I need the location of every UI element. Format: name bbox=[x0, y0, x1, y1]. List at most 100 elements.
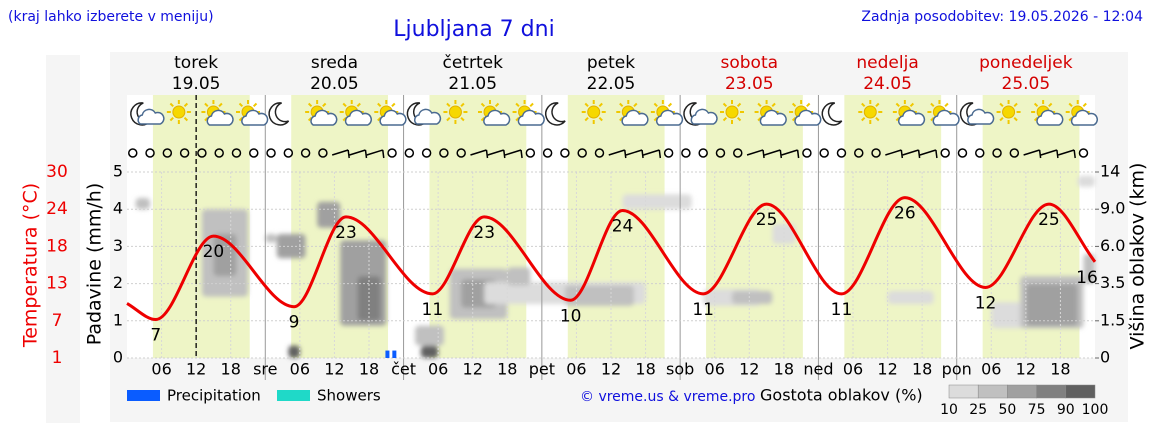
daylight-band bbox=[844, 95, 942, 358]
legend-label: Showers bbox=[317, 387, 381, 405]
cloud-cell bbox=[1025, 283, 1078, 326]
wind-calm bbox=[128, 148, 138, 158]
wind-barb bbox=[470, 149, 487, 156]
icon-ray bbox=[791, 102, 797, 108]
wind-barb bbox=[331, 149, 349, 156]
icon-ray bbox=[204, 102, 209, 108]
icon-ray bbox=[169, 102, 174, 108]
precip-bar bbox=[392, 350, 397, 358]
wind-calm bbox=[1009, 148, 1020, 158]
y-tick-label: 1 bbox=[113, 310, 123, 329]
wind-barb bbox=[347, 149, 350, 159]
temp-axis-title: Temperatura (°C) bbox=[20, 183, 42, 348]
wind-barb bbox=[917, 149, 921, 159]
wind-barb bbox=[382, 149, 385, 159]
icon-ray bbox=[667, 102, 673, 108]
cloud-cell bbox=[732, 291, 773, 305]
wind-barb bbox=[366, 149, 383, 156]
wind-calm bbox=[439, 148, 449, 158]
icon-ray bbox=[1082, 102, 1087, 108]
icon-sun bbox=[725, 105, 739, 119]
x-tick-label: 06 bbox=[981, 360, 1001, 379]
wind-barb bbox=[746, 149, 764, 156]
temp-tick-label: 13 bbox=[46, 274, 68, 294]
day-name: nedelja bbox=[856, 53, 918, 73]
wind-calm bbox=[318, 148, 328, 158]
icon-cloud bbox=[794, 109, 822, 126]
temp-tick-label: 18 bbox=[46, 236, 68, 256]
x-tick-label: 18 bbox=[359, 360, 379, 379]
wind-calm bbox=[197, 148, 207, 158]
wind-calm bbox=[283, 148, 294, 158]
icon-ray bbox=[757, 102, 762, 108]
icon-ray bbox=[584, 116, 589, 122]
icon-ray bbox=[1013, 116, 1018, 122]
cloud-legend-label: 100 bbox=[1082, 402, 1109, 418]
wind-calm bbox=[1078, 148, 1089, 158]
chart-title: Ljubljana 7 dni bbox=[393, 17, 554, 42]
wind-calm bbox=[456, 148, 466, 158]
icon-ray bbox=[252, 102, 258, 108]
icon-ray bbox=[722, 116, 728, 122]
x-tick-label: 12 bbox=[601, 360, 621, 379]
updated: Zadnja posodobitev: 19.05.2026 - 12:04 bbox=[861, 9, 1143, 25]
icon-ray bbox=[1013, 102, 1018, 108]
icon-ray bbox=[633, 102, 638, 108]
wind-barb bbox=[1073, 149, 1076, 159]
cloud-cell bbox=[357, 276, 381, 321]
day-date: 24.05 bbox=[863, 74, 912, 94]
legend-label: Precipitation bbox=[167, 387, 261, 405]
wind-barb bbox=[796, 149, 800, 159]
wind-barb bbox=[900, 149, 904, 159]
icon-ray bbox=[736, 116, 742, 122]
icon-ray bbox=[1068, 102, 1073, 108]
cloud-cell bbox=[288, 345, 300, 358]
y-tick-label: 3 bbox=[113, 236, 123, 255]
icon-sun bbox=[172, 105, 186, 119]
x-tick-label: 06 bbox=[566, 360, 586, 379]
icon-ray bbox=[460, 116, 465, 122]
wind-calm bbox=[594, 148, 605, 158]
temp-label: 11 bbox=[692, 300, 714, 320]
weather-icons bbox=[130, 100, 1098, 126]
cloud-cell bbox=[887, 291, 934, 305]
wind-calm bbox=[681, 148, 691, 158]
temp-label: 20 bbox=[203, 242, 225, 262]
temp-label: 11 bbox=[831, 300, 853, 320]
temperature-line bbox=[126, 196, 1097, 322]
icon-ray bbox=[494, 102, 500, 108]
wind-barb bbox=[1023, 149, 1040, 156]
temp-tick-label: 1 bbox=[52, 348, 63, 368]
x-tick-label: 12 bbox=[324, 360, 344, 379]
icon-ray bbox=[930, 102, 935, 108]
wind-barb bbox=[902, 149, 919, 156]
cloud-cell bbox=[564, 285, 635, 306]
icon-sun bbox=[863, 105, 877, 119]
wind-barb bbox=[779, 149, 783, 159]
icon-cloud bbox=[414, 108, 442, 125]
icon-ray bbox=[909, 102, 915, 108]
legend-swatch bbox=[277, 390, 310, 401]
icon-moon bbox=[544, 102, 566, 126]
wind-calm bbox=[542, 148, 553, 158]
wind-barb bbox=[1056, 149, 1059, 159]
icon-ray bbox=[771, 102, 776, 108]
temp-label: 16 bbox=[1076, 268, 1098, 288]
wind-calm bbox=[957, 148, 968, 158]
wind-barb bbox=[764, 149, 781, 156]
icon-sun bbox=[587, 105, 601, 119]
wind-barb bbox=[520, 149, 523, 159]
icon-ray bbox=[653, 102, 658, 108]
day-name: sobota bbox=[721, 53, 779, 73]
icon-ray bbox=[307, 102, 313, 108]
cloud-cell bbox=[1077, 175, 1095, 187]
temp-label: 11 bbox=[422, 300, 444, 320]
icon-cloud bbox=[483, 109, 511, 126]
wind-calm bbox=[421, 148, 432, 158]
icon-cloud bbox=[656, 109, 684, 126]
cloud-legend-label: 25 bbox=[969, 402, 987, 418]
icon-ray bbox=[999, 102, 1004, 108]
wind-barb bbox=[364, 149, 368, 159]
cloud-cell bbox=[135, 198, 151, 210]
